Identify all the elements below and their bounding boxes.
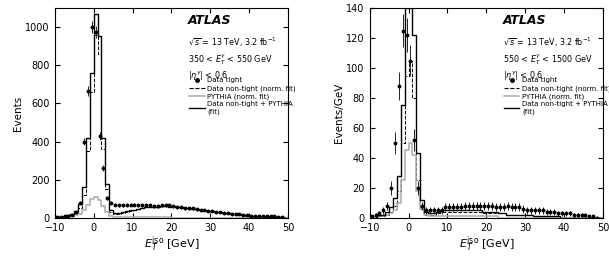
Text: 350 < $E_T^{\gamma}$ < 550 GeV: 350 < $E_T^{\gamma}$ < 550 GeV: [188, 52, 272, 67]
Legend: Data tight, Data non-tight (norm. fit), PYTHIA (norm. fit), Data non-tight + PYT: Data tight, Data non-tight (norm. fit), …: [186, 75, 299, 118]
Text: |$\eta^{\gamma}$| < 0.6: |$\eta^{\gamma}$| < 0.6: [502, 69, 543, 82]
Text: ATLAS: ATLAS: [188, 14, 231, 27]
Text: $\sqrt{s}$ = 13 TeV, 3.2 fb$^{-1}$: $\sqrt{s}$ = 13 TeV, 3.2 fb$^{-1}$: [502, 35, 591, 49]
Text: $\sqrt{s}$ = 13 TeV, 3.2 fb$^{-1}$: $\sqrt{s}$ = 13 TeV, 3.2 fb$^{-1}$: [188, 35, 276, 49]
Y-axis label: Events/GeV: Events/GeV: [334, 83, 343, 143]
Legend: Data tight, Data non-tight (norm. fit), PYTHIA (norm. fit), Data non-tight + PYT: Data tight, Data non-tight (norm. fit), …: [501, 75, 609, 118]
Text: |$\eta^{\gamma}$| < 0.6: |$\eta^{\gamma}$| < 0.6: [188, 69, 228, 82]
Text: 550 < $E_T^{\gamma}$ < 1500 GeV: 550 < $E_T^{\gamma}$ < 1500 GeV: [502, 52, 592, 67]
X-axis label: $E_T^{\rm iso}$ [GeV]: $E_T^{\rm iso}$ [GeV]: [144, 234, 199, 254]
X-axis label: $E_T^{\rm iso}$ [GeV]: $E_T^{\rm iso}$ [GeV]: [459, 234, 514, 254]
Y-axis label: Events: Events: [13, 95, 23, 131]
Text: ATLAS: ATLAS: [502, 14, 546, 27]
